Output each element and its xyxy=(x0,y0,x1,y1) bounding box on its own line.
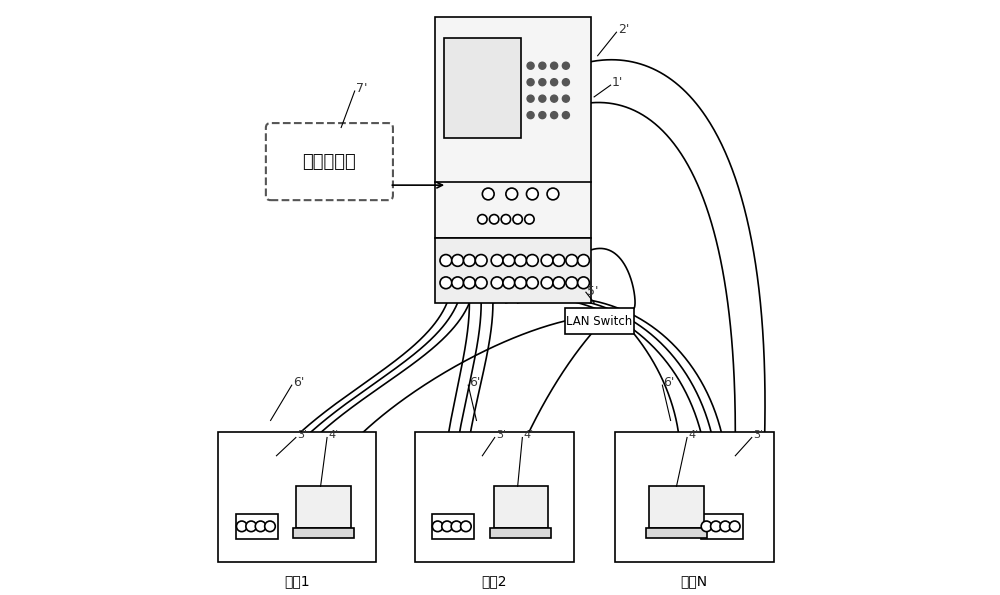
Circle shape xyxy=(541,277,553,289)
Text: 6': 6' xyxy=(664,375,675,389)
Circle shape xyxy=(551,62,558,69)
Circle shape xyxy=(236,521,247,532)
Circle shape xyxy=(578,255,589,267)
Circle shape xyxy=(482,188,494,200)
Text: 5': 5' xyxy=(587,284,599,298)
Circle shape xyxy=(551,79,558,86)
Circle shape xyxy=(539,112,546,118)
Circle shape xyxy=(541,255,553,267)
Bar xyxy=(701,514,743,538)
Circle shape xyxy=(432,521,443,532)
Circle shape xyxy=(491,255,503,267)
Bar xyxy=(490,528,551,538)
Circle shape xyxy=(553,255,565,267)
Circle shape xyxy=(720,521,731,532)
Circle shape xyxy=(513,215,522,224)
Text: 7': 7' xyxy=(356,82,367,95)
Circle shape xyxy=(442,521,452,532)
Bar xyxy=(296,486,351,528)
Text: 用户1: 用户1 xyxy=(284,575,310,588)
Bar xyxy=(565,308,634,334)
Circle shape xyxy=(489,215,499,224)
Text: 3': 3' xyxy=(496,430,506,440)
Text: 1': 1' xyxy=(612,76,623,89)
Circle shape xyxy=(539,95,546,102)
Circle shape xyxy=(547,188,559,200)
Text: 6': 6' xyxy=(469,375,481,389)
Circle shape xyxy=(526,188,538,200)
Circle shape xyxy=(526,255,538,267)
Text: 6': 6' xyxy=(293,375,304,389)
Circle shape xyxy=(551,95,558,102)
Text: 用户2: 用户2 xyxy=(481,575,507,588)
Circle shape xyxy=(475,277,487,289)
Text: LAN Switch: LAN Switch xyxy=(566,315,633,327)
Bar xyxy=(649,486,704,528)
Circle shape xyxy=(491,277,503,289)
Text: 复用管理器: 复用管理器 xyxy=(303,152,356,171)
Text: 3': 3' xyxy=(753,430,763,440)
Circle shape xyxy=(452,277,464,289)
Circle shape xyxy=(527,79,534,86)
Circle shape xyxy=(464,255,475,267)
Circle shape xyxy=(452,255,464,267)
Text: 4': 4' xyxy=(688,430,698,440)
Circle shape xyxy=(701,521,712,532)
Text: 2': 2' xyxy=(618,23,629,36)
Circle shape xyxy=(562,79,569,86)
Circle shape xyxy=(551,112,558,118)
Circle shape xyxy=(478,215,487,224)
Circle shape xyxy=(503,277,515,289)
Circle shape xyxy=(246,521,256,532)
Circle shape xyxy=(526,277,538,289)
Text: 4': 4' xyxy=(524,430,534,440)
Circle shape xyxy=(562,95,569,102)
Text: 4': 4' xyxy=(328,430,338,440)
Bar xyxy=(494,486,548,528)
Circle shape xyxy=(515,255,526,267)
Circle shape xyxy=(475,255,487,267)
Bar xyxy=(218,432,376,562)
Bar xyxy=(432,514,474,538)
Circle shape xyxy=(527,112,534,118)
Circle shape xyxy=(440,277,452,289)
Circle shape xyxy=(506,188,518,200)
Bar xyxy=(293,528,354,538)
Circle shape xyxy=(501,215,511,224)
Circle shape xyxy=(451,521,462,532)
Circle shape xyxy=(711,521,721,532)
Circle shape xyxy=(527,95,534,102)
Bar xyxy=(435,238,591,303)
Bar xyxy=(236,514,278,538)
Circle shape xyxy=(255,521,266,532)
Circle shape xyxy=(578,277,589,289)
FancyBboxPatch shape xyxy=(266,123,393,200)
Circle shape xyxy=(539,62,546,69)
Circle shape xyxy=(562,112,569,118)
Circle shape xyxy=(525,215,534,224)
Circle shape xyxy=(539,79,546,86)
Text: 3': 3' xyxy=(297,430,307,440)
Bar xyxy=(435,17,591,238)
Circle shape xyxy=(729,521,740,532)
Circle shape xyxy=(566,277,578,289)
Circle shape xyxy=(503,255,515,267)
Circle shape xyxy=(461,521,471,532)
Circle shape xyxy=(464,277,475,289)
Circle shape xyxy=(265,521,275,532)
Circle shape xyxy=(562,62,569,69)
Circle shape xyxy=(515,277,526,289)
Circle shape xyxy=(553,277,565,289)
Bar xyxy=(444,38,521,138)
Bar xyxy=(615,432,774,562)
Circle shape xyxy=(440,255,452,267)
Circle shape xyxy=(566,255,578,267)
Circle shape xyxy=(527,62,534,69)
Bar xyxy=(415,432,574,562)
Text: 用户N: 用户N xyxy=(681,575,708,588)
Bar xyxy=(646,528,707,538)
